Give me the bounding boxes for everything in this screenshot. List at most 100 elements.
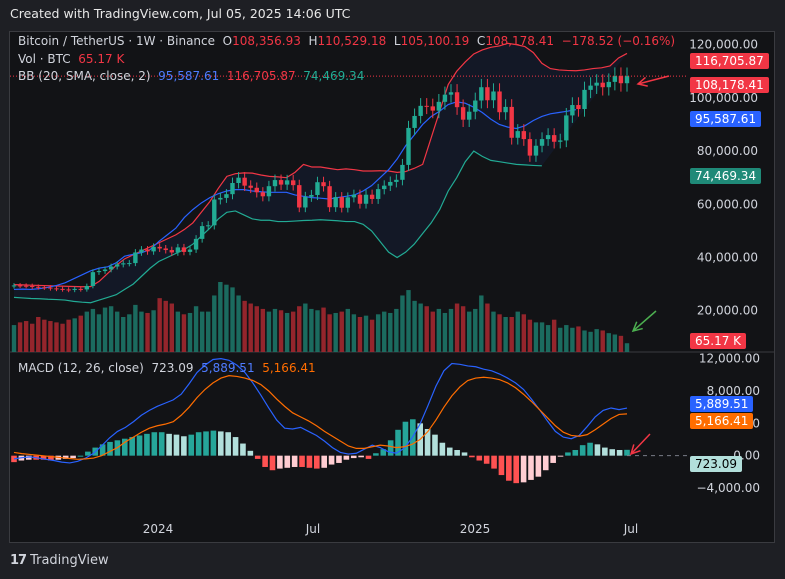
candle-body bbox=[479, 87, 484, 101]
macd-histogram-bar bbox=[262, 455, 268, 467]
candle-body bbox=[515, 131, 520, 138]
candle-body bbox=[545, 135, 551, 140]
macd-histogram-bar bbox=[121, 438, 128, 456]
volume-bar bbox=[248, 303, 253, 352]
macd-line bbox=[13, 358, 628, 464]
bb-basis-value: 95,587.61 bbox=[158, 69, 220, 83]
candle-body bbox=[151, 246, 156, 252]
candle-body bbox=[30, 285, 35, 287]
volume-bar bbox=[181, 314, 187, 352]
x-axis-label: 2024 bbox=[143, 522, 174, 536]
macd-histogram-bar bbox=[520, 455, 527, 483]
macd-legend: MACD (12, 26, close) 723.09 5,889.51 5,1… bbox=[18, 361, 316, 375]
price-arrow-icon bbox=[637, 75, 670, 85]
volume-bar bbox=[193, 306, 199, 352]
volume-bar bbox=[606, 333, 611, 352]
volume-bar bbox=[327, 314, 332, 352]
macd-histogram-bar bbox=[587, 442, 593, 456]
volume-bar bbox=[460, 306, 466, 352]
candle-body bbox=[533, 145, 539, 156]
candle-body bbox=[303, 196, 308, 208]
macd-histogram-bar bbox=[395, 429, 401, 456]
candle-body bbox=[436, 101, 442, 111]
volume-bar bbox=[260, 308, 266, 352]
candle-body bbox=[521, 131, 527, 140]
macd-histogram-bar bbox=[528, 455, 534, 480]
volume-bar bbox=[394, 308, 399, 352]
ohlc-legend: Bitcoin / TetherUS · 1W · Binance O108,3… bbox=[18, 34, 675, 48]
volume-bar bbox=[187, 312, 193, 352]
volume-bar bbox=[84, 311, 90, 352]
macd-histogram-bar bbox=[291, 455, 298, 467]
volume-bar bbox=[30, 323, 35, 352]
macd-histogram-bar bbox=[277, 455, 283, 469]
x-axis-label: 2025 bbox=[460, 522, 491, 536]
bb-basis-line bbox=[13, 101, 577, 291]
watermark-header: Created with TradingView.com, Jul 05, 20… bbox=[10, 6, 351, 21]
volume-arrow-icon bbox=[632, 310, 657, 332]
macd-histogram-bar bbox=[306, 455, 313, 468]
volume-bar bbox=[102, 307, 108, 352]
candle-body bbox=[570, 105, 575, 116]
candle-body bbox=[612, 76, 618, 82]
macd-histogram-bar bbox=[402, 421, 409, 456]
footer-brand[interactable]: 17 TradingView bbox=[10, 553, 109, 568]
candle-body bbox=[454, 92, 460, 108]
chart-frame[interactable] bbox=[9, 31, 775, 543]
volume-bar bbox=[121, 317, 126, 352]
volume-bar bbox=[151, 310, 156, 352]
tradingview-logo-icon: 17 bbox=[10, 553, 27, 568]
candle-body bbox=[108, 266, 114, 270]
candle-body bbox=[369, 194, 375, 199]
candle-body bbox=[60, 288, 65, 290]
candle-body bbox=[606, 81, 611, 88]
x-axis-label: Jul bbox=[305, 522, 320, 536]
bb-label: BB (20, SMA, close, 2) bbox=[18, 69, 151, 83]
candle-body bbox=[509, 106, 514, 138]
macd-tick-label: 12,000.00 bbox=[699, 352, 760, 366]
volume-bar bbox=[96, 314, 102, 352]
volume-value: 65.17 K bbox=[78, 52, 125, 66]
macd-histogram-bar bbox=[506, 455, 512, 481]
macd-histogram-bar bbox=[25, 455, 32, 460]
macd-histogram-bar bbox=[594, 444, 601, 456]
macd-histogram-bar bbox=[195, 432, 202, 456]
bb-upper-value: 116,705.87 bbox=[226, 69, 296, 83]
macd-label: MACD (12, 26, close) bbox=[18, 361, 144, 375]
volume-bar bbox=[114, 311, 120, 352]
candle-body bbox=[145, 249, 150, 252]
volume-bar bbox=[278, 310, 284, 352]
volume-bar bbox=[54, 322, 59, 352]
candle-body bbox=[558, 140, 563, 142]
volume-bar bbox=[212, 295, 217, 352]
candle-body bbox=[181, 247, 187, 252]
candle-body bbox=[36, 286, 41, 288]
volume-bar bbox=[539, 322, 545, 352]
volume-bar bbox=[497, 314, 502, 352]
candle-body bbox=[48, 287, 53, 289]
candle-body bbox=[236, 177, 241, 183]
price-tick-label: 120,000.00 bbox=[689, 38, 758, 52]
candle-body bbox=[157, 246, 162, 249]
macd-arrow-icon-head bbox=[629, 444, 641, 456]
candle-body bbox=[564, 115, 569, 141]
macd-histogram-bar bbox=[343, 455, 350, 460]
open-value: 108,356.93 bbox=[232, 34, 301, 48]
symbol-label[interactable]: Bitcoin / TetherUS · 1W · Binance bbox=[18, 34, 216, 48]
candle-body bbox=[582, 89, 587, 110]
x-axis-label: Jul bbox=[623, 522, 638, 536]
macd-histogram-bar bbox=[565, 452, 571, 456]
macd-histogram-bar bbox=[491, 455, 497, 469]
volume-bar bbox=[485, 303, 490, 352]
volume-bar bbox=[594, 329, 599, 352]
candle-body bbox=[375, 189, 381, 199]
candle-body bbox=[66, 289, 71, 291]
candle-body bbox=[527, 139, 533, 156]
candle-body bbox=[17, 285, 23, 287]
volume-bar bbox=[430, 311, 435, 352]
low-label: L bbox=[393, 34, 401, 48]
macd-histogram-bar bbox=[247, 450, 254, 456]
volume-bar bbox=[436, 308, 442, 352]
volume-bar bbox=[503, 317, 508, 352]
